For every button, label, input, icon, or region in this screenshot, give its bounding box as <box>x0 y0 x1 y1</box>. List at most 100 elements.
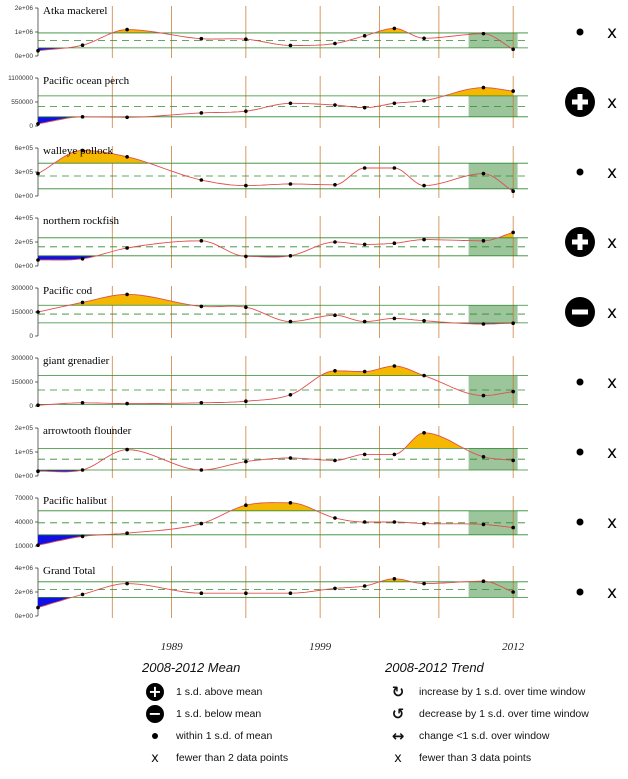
symbol-bar <box>572 309 588 315</box>
data-point <box>80 534 85 539</box>
data-point <box>80 468 85 472</box>
x-icon: x <box>607 303 617 323</box>
data-point <box>362 166 367 170</box>
panel-title: giant grenadier <box>43 355 110 367</box>
data-point <box>288 456 293 460</box>
y-tick-label: 1100000 <box>8 75 33 82</box>
panel-title: Pacific halibut <box>43 495 107 507</box>
data-point <box>333 369 337 373</box>
data-point <box>511 230 515 235</box>
panel-title: walleye pollock <box>43 145 113 157</box>
data-point <box>288 501 293 505</box>
below-sd-fill <box>38 534 514 546</box>
legend-item-few-trend-points: x fewer than 3 data points <box>385 747 589 769</box>
y-tick-label: 150000 <box>11 309 33 316</box>
panel-pacific-cod: 0 150000 300000 Pacific cod x <box>11 285 617 340</box>
data-point <box>392 364 397 368</box>
y-tick-label: 3e+05 <box>15 169 34 176</box>
data-point <box>422 36 426 41</box>
y-tick-label: 0e+00 <box>15 193 34 200</box>
recent-window-shade <box>468 448 518 470</box>
legend-label: 1 s.d. above mean <box>176 686 263 698</box>
data-point <box>481 85 486 90</box>
data-point <box>422 98 426 103</box>
series-line <box>37 365 514 406</box>
data-point <box>199 468 204 472</box>
y-tick-label: 300000 <box>11 355 33 362</box>
above-sd-fill <box>38 432 514 449</box>
data-point <box>481 239 486 243</box>
trend-legend-title: 2008-2012 Trend <box>385 660 484 675</box>
legend-label: change <1 s.d. over window <box>419 730 550 742</box>
data-point <box>125 401 129 406</box>
legend-item-below-mean: − 1 s.d. below mean <box>142 703 288 725</box>
y-tick-label: 1e+05 <box>15 449 34 456</box>
data-point <box>392 520 397 524</box>
data-point <box>80 43 85 47</box>
data-point <box>244 37 248 41</box>
legend-item-within-mean: within 1 s.d. of mean <box>142 725 288 747</box>
minus-circle-icon: − <box>146 705 164 723</box>
panel-walleye-pollock: 0e+00 3e+05 6e+05 walleye pollock x <box>15 145 617 200</box>
year-label: 1999 <box>309 641 332 650</box>
below-sd-fill <box>38 116 514 124</box>
data-point <box>36 48 40 53</box>
chart-area: 0e+00 1e+06 2e+06 Atka mackerel x 0 550000 1100… <box>8 5 617 650</box>
data-point <box>362 34 367 38</box>
year-label: 1989 <box>161 641 184 650</box>
series-line <box>37 578 514 609</box>
data-point <box>511 321 515 326</box>
data-point <box>422 373 426 378</box>
y-tick-label: 0e+00 <box>15 53 34 60</box>
within-mean-dot-icon <box>576 448 584 456</box>
y-tick-label: 10000 <box>15 543 33 550</box>
data-point <box>422 431 426 435</box>
legend-label: fewer than 3 data points <box>419 752 532 764</box>
data-point <box>392 26 397 31</box>
data-point <box>511 590 515 594</box>
data-point <box>199 521 204 526</box>
data-point <box>80 300 85 305</box>
below-sd-fill <box>38 597 514 608</box>
data-point <box>244 399 248 404</box>
data-point <box>36 403 40 408</box>
x-icon: x <box>607 513 617 533</box>
series-line <box>37 502 514 546</box>
data-point <box>511 189 515 193</box>
data-point <box>288 591 293 595</box>
data-point <box>333 240 337 244</box>
data-point <box>80 592 85 597</box>
data-point <box>288 43 293 48</box>
clockwise-arrow-icon: ↻ <box>391 683 405 701</box>
data-point <box>422 581 426 586</box>
data-point <box>422 521 426 526</box>
series-line <box>37 87 514 125</box>
data-point <box>333 458 337 463</box>
data-point <box>244 459 248 464</box>
recent-window-shade <box>468 305 518 323</box>
data-point <box>244 109 248 113</box>
data-point <box>36 469 40 474</box>
data-point <box>288 319 293 324</box>
data-point <box>36 543 40 547</box>
data-point <box>333 183 337 187</box>
data-point <box>125 27 129 32</box>
y-tick-label: 550000 <box>11 99 33 106</box>
y-tick-label: 2e+05 <box>15 425 34 432</box>
series-line <box>38 432 514 473</box>
panel-title: northern rockfish <box>43 215 120 227</box>
data-point <box>288 254 293 258</box>
series-line <box>37 149 514 192</box>
y-tick-label: 0e+00 <box>15 263 34 270</box>
data-point <box>481 579 486 583</box>
above-sd-fill <box>38 232 514 238</box>
data-point <box>199 239 204 243</box>
above-sd-fill <box>38 366 514 376</box>
legend-label: increase by 1 s.d. over time window <box>419 686 586 698</box>
data-point <box>481 31 486 36</box>
y-tick-label: 0e+00 <box>15 473 34 480</box>
data-point <box>80 148 85 153</box>
y-tick-label: 150000 <box>11 379 33 386</box>
trend-legend: 2008-2012 Trend ↻ increase by 1 s.d. ove… <box>385 660 589 769</box>
y-tick-label: 4e+05 <box>15 215 34 222</box>
